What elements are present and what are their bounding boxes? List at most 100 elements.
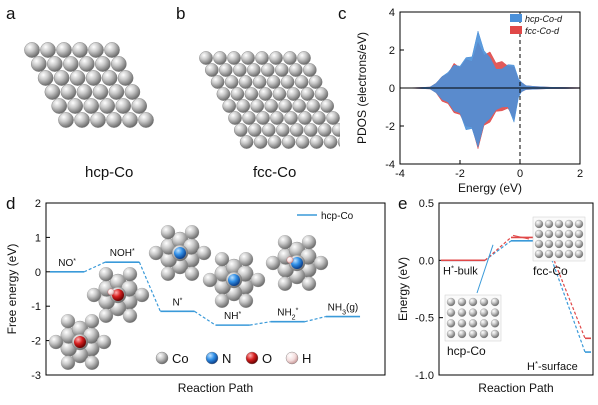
fcc-co-atom bbox=[255, 51, 269, 65]
y-tick-label: 0 bbox=[35, 267, 41, 279]
co-atom bbox=[84, 314, 100, 329]
fcc-co-atom bbox=[286, 87, 301, 101]
plot-frame bbox=[45, 202, 386, 376]
co-atom bbox=[534, 239, 544, 249]
fcc-co-atom bbox=[233, 123, 248, 137]
hcp-co-atom bbox=[79, 56, 95, 72]
atom-legend-label: H bbox=[302, 351, 311, 366]
hcp-co-atom bbox=[99, 98, 115, 114]
co-atom bbox=[98, 267, 114, 282]
panel-letter-d: d bbox=[6, 194, 16, 213]
legend-label: hcp-Co-d bbox=[525, 14, 563, 24]
fcc-co-atom bbox=[230, 87, 245, 101]
fcc-co-caption: fcc-Co bbox=[253, 164, 297, 181]
fcc-co-atom bbox=[284, 111, 298, 125]
fcc-co-atom bbox=[260, 63, 275, 77]
x-axis-label: Reaction Path bbox=[178, 381, 253, 395]
hcp-arrow bbox=[476, 244, 494, 294]
co-atom bbox=[457, 297, 467, 307]
oxygen-atom bbox=[112, 289, 124, 301]
co-atom bbox=[564, 249, 574, 259]
panel-letter-b: b bbox=[176, 4, 186, 23]
co-atom bbox=[265, 255, 281, 271]
co-atom bbox=[544, 249, 554, 259]
hcp-co-atom bbox=[67, 98, 83, 114]
hcp-co-atom bbox=[131, 98, 147, 114]
fcc-co-atom bbox=[218, 63, 233, 77]
hcp-co-atom bbox=[53, 70, 70, 86]
fcc-co-atom bbox=[320, 99, 335, 113]
co-atom bbox=[148, 245, 164, 261]
fcc-co-atom bbox=[227, 51, 241, 65]
fcc-arrow bbox=[512, 234, 530, 240]
fcc-co-atom bbox=[297, 51, 311, 65]
co-atom bbox=[196, 245, 212, 261]
co-atom bbox=[479, 329, 489, 339]
fcc-co-atom bbox=[294, 75, 309, 89]
fcc-co-connector bbox=[544, 237, 586, 339]
hcp-co-label: hcp-Co bbox=[447, 344, 486, 358]
fcc-co-atom bbox=[267, 135, 282, 149]
co-atom bbox=[122, 267, 138, 282]
co-atom bbox=[479, 319, 489, 328]
co-atom bbox=[490, 319, 500, 328]
y-tick-label: 1 bbox=[35, 232, 41, 244]
hcp-co-atom bbox=[76, 84, 93, 100]
x-tick-label: -2 bbox=[455, 168, 465, 180]
atom-legend-label: O bbox=[262, 351, 272, 366]
fcc-co-atom bbox=[236, 99, 250, 113]
co-atom bbox=[564, 219, 574, 229]
hcp-co-atom bbox=[92, 84, 109, 100]
co-atom bbox=[96, 334, 112, 350]
adsorbate-structure bbox=[265, 235, 329, 291]
hcp-co-atom bbox=[74, 112, 90, 128]
legend-swatch-hcp-co-d bbox=[510, 14, 522, 22]
fcc-co-atom bbox=[280, 75, 295, 89]
fcc-co-atom bbox=[210, 75, 225, 89]
co-atom bbox=[457, 329, 467, 339]
y-tick-label: 2 bbox=[35, 198, 41, 210]
adsorbate-structure bbox=[148, 225, 212, 281]
hcp-co-atom bbox=[44, 84, 61, 100]
hcp-co-atom bbox=[58, 112, 74, 128]
co-atom bbox=[184, 225, 200, 240]
y-tick-label: -0.5 bbox=[415, 313, 434, 325]
fcc-co-atom bbox=[295, 135, 310, 149]
co-atom bbox=[490, 308, 500, 317]
atom-legend-label: Co bbox=[172, 351, 189, 366]
fcc-co-atom bbox=[283, 51, 297, 65]
co-atom bbox=[277, 235, 293, 250]
hcp-co-atom bbox=[88, 42, 104, 58]
hcp-co-atom bbox=[30, 56, 47, 72]
fcc-co-atom bbox=[241, 51, 255, 65]
atom-legend-label: N bbox=[222, 351, 231, 366]
hcp-co-atom bbox=[138, 112, 154, 128]
x-axis-label: Reaction Path bbox=[478, 381, 553, 395]
legend-label: fcc-Co-d bbox=[525, 26, 560, 36]
hcp-co-atom bbox=[37, 70, 54, 86]
hcp-co-atom bbox=[115, 98, 131, 114]
co-atom bbox=[86, 287, 102, 303]
surface-state-label: H*-surface bbox=[527, 359, 578, 374]
hcp-co-atom bbox=[83, 98, 99, 114]
oxygen-atom bbox=[74, 336, 86, 348]
fcc-co-atom bbox=[289, 123, 304, 137]
pdos-area-hcp-co-d bbox=[399, 30, 581, 89]
fcc-co-atom bbox=[264, 99, 279, 113]
fcc-co-atom bbox=[303, 123, 318, 137]
co-atom bbox=[490, 329, 500, 339]
co-atom bbox=[214, 252, 230, 267]
hcp-co-lattice bbox=[24, 42, 154, 128]
atom-legend-n-icon bbox=[205, 351, 219, 365]
h-diffusion-energy-chart: -1.0 -0.5 0.0 0.5 Reaction Path Energy (eV) H*… bbox=[396, 198, 594, 395]
co-atom bbox=[214, 293, 230, 308]
pdos-area-hcp-co-d bbox=[399, 87, 581, 148]
y-axis-label: PDOS (electrons/eV) bbox=[355, 32, 369, 144]
y-tick-label: 0.5 bbox=[419, 198, 434, 210]
fcc-co-slab bbox=[532, 216, 586, 262]
co-atom bbox=[554, 249, 564, 259]
co-atom bbox=[48, 334, 64, 350]
fcc-co-atom bbox=[239, 135, 254, 149]
fcc-co-atom bbox=[337, 136, 340, 148]
fcc-co-atom bbox=[326, 111, 340, 125]
